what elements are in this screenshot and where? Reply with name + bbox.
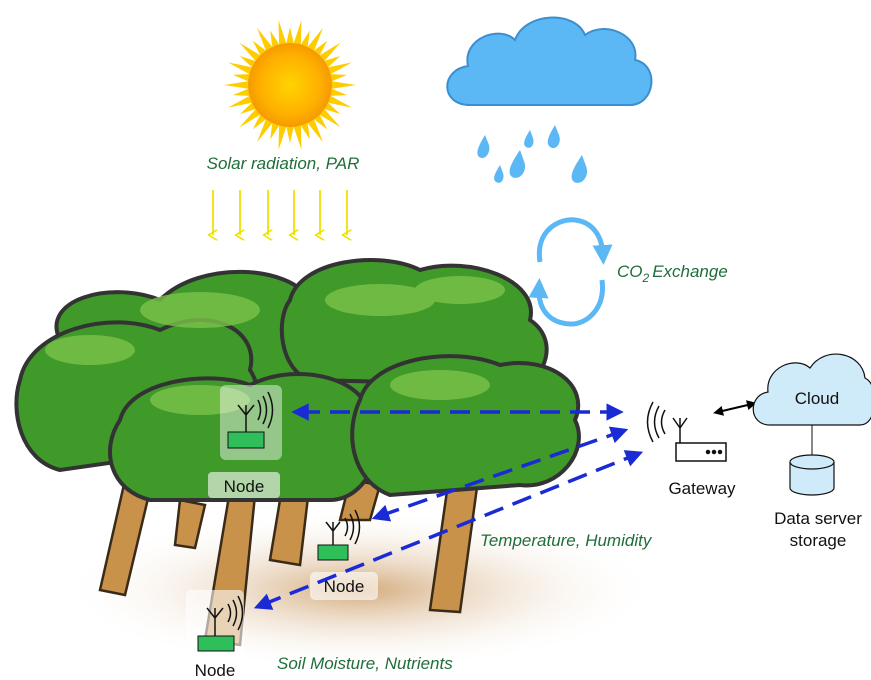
sun-ray <box>294 20 302 44</box>
node-label: Node <box>224 477 265 496</box>
co2-subscript: 2 <box>642 271 650 285</box>
sun-disc <box>248 43 332 127</box>
sun-ray <box>279 126 287 150</box>
gateway <box>648 402 727 461</box>
sun-ray <box>301 31 310 47</box>
sun-ray <box>279 20 287 44</box>
sun-ray <box>224 81 248 88</box>
sun-ray <box>270 123 279 139</box>
sun-ray <box>331 89 348 96</box>
gateway-label: Gateway <box>668 479 736 498</box>
cloud-label: Cloud <box>795 389 839 408</box>
sun-ray <box>294 126 302 150</box>
sun-ray <box>228 96 252 108</box>
soil-label: Soil Moisture, Nutrients <box>277 654 453 673</box>
co2-text: CO <box>617 262 643 281</box>
gateway-cloud-link <box>718 404 752 412</box>
sun-ray <box>328 96 352 108</box>
sun-ray <box>286 127 293 143</box>
node-3: Node <box>186 590 244 680</box>
co2-suffix: Exchange <box>652 262 728 281</box>
sun-ray <box>228 62 252 74</box>
sun-ray <box>301 123 310 139</box>
sun-ray <box>233 74 250 81</box>
rain-cloud <box>447 18 651 183</box>
temperature-label: Temperature, Humidity <box>480 531 653 550</box>
radiation-arrows <box>213 190 347 235</box>
database <box>790 455 834 495</box>
node-label: Node <box>324 577 365 596</box>
sun-ray <box>332 81 356 88</box>
storage-label: Data server <box>774 509 862 528</box>
storage-label: storage <box>790 531 847 550</box>
sun-ray <box>328 62 352 74</box>
sun-ray <box>286 27 293 43</box>
sun-ray <box>233 89 250 96</box>
solar-label: Solar radiation, PAR <box>207 154 360 173</box>
node-label: Node <box>195 661 236 680</box>
co2-cycle <box>539 220 603 324</box>
sun-ray <box>331 74 348 81</box>
scene: Solar radiation, PAR CO2Exchange Node No… <box>0 0 871 680</box>
sun-ray <box>270 31 279 47</box>
